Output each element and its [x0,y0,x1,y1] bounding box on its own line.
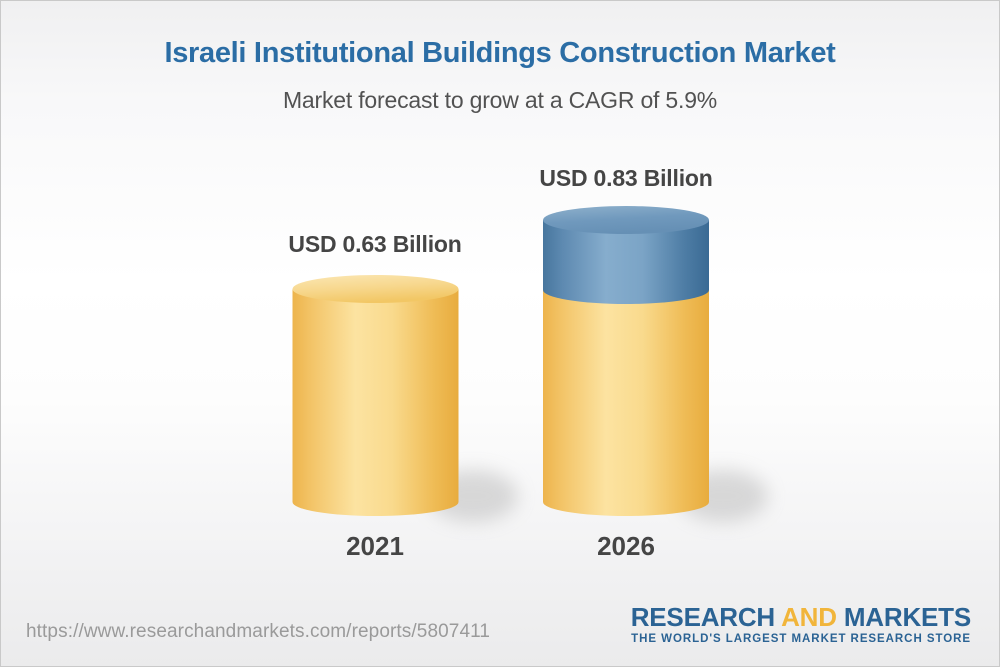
report-url: https://www.researchandmarkets.com/repor… [26,621,491,642]
cylinder-2026-growth-segment [543,220,709,304]
cylinder-2021 [292,275,518,522]
logo-tagline: THE WORLD'S LARGEST MARKET RESEARCH STOR… [631,633,971,645]
value-label-2026: USD 0.83 Billion [539,165,713,191]
cylinder-2026-top [543,206,709,234]
research-and-markets-logo: RESEARCH AND MARKETS THE WORLD'S LARGEST… [631,603,971,645]
cylinder-2021-body [292,289,459,516]
logo-word-and: AND [781,602,837,632]
chart-title: Israeli Institutional Buildings Construc… [164,37,836,69]
value-label-2021: USD 0.63 Billion [288,231,462,257]
logo-word-research: RESEARCH [630,602,776,632]
cylinder-2026-base-segment [543,286,709,516]
logo-wordmark: RESEARCH AND MARKETS [631,603,971,631]
cylinder-2026 [543,206,768,522]
chart-subtitle: Market forecast to grow at a CAGR of 5.9… [282,87,718,113]
category-label-2026: 2026 [597,531,655,561]
logo-word-markets: MARKETS [843,602,971,632]
category-label-2021: 2021 [346,531,404,561]
cylinder-2021-top [292,275,459,303]
